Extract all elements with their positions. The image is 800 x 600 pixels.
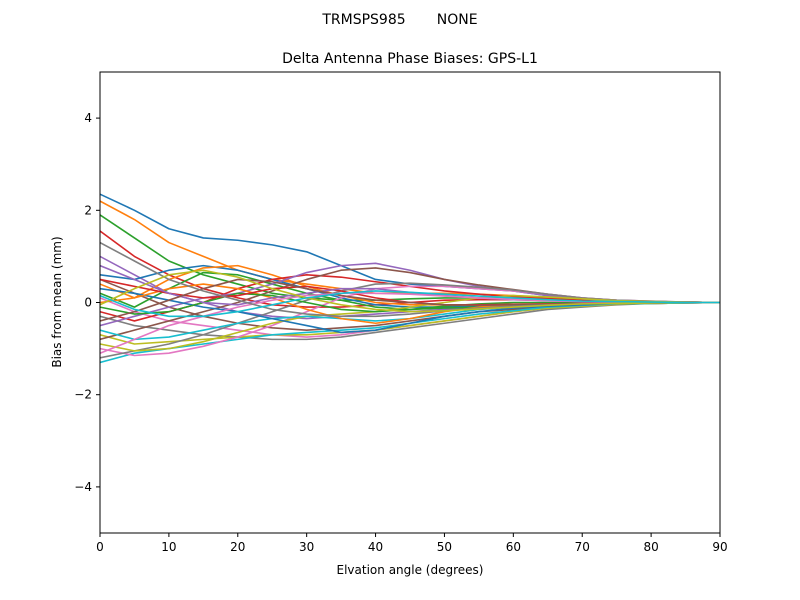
series-layer: [100, 193, 720, 364]
y-tick-label: −4: [74, 480, 92, 494]
x-tick-label: 50: [437, 540, 452, 554]
chart-suptitle: TRMSPS985 NONE: [321, 12, 477, 28]
y-tick-label: 0: [84, 296, 92, 310]
y-tick-label: −2: [74, 388, 92, 402]
x-tick-label: 80: [643, 540, 658, 554]
x-tick-label: 0: [96, 540, 104, 554]
series-line: [100, 290, 720, 318]
x-tick-label: 90: [712, 540, 727, 554]
x-axis: 0 10 20 30 40 50 60 70 80 90: [96, 533, 728, 554]
x-tick-label: 40: [368, 540, 383, 554]
series-line: [100, 269, 720, 313]
y-axis-label: Bias from mean (mm): [50, 236, 64, 367]
x-tick-label: 10: [161, 540, 176, 554]
y-axis: −4 −2 0 2 4: [74, 111, 100, 494]
y-tick-label: 4: [84, 111, 92, 125]
series-line: [100, 294, 720, 352]
y-tick-label: 2: [84, 203, 92, 217]
x-tick-label: 20: [230, 540, 245, 554]
x-axis-label: Elvation angle (degrees): [337, 563, 484, 577]
chart-title: Delta Antenna Phase Biases: GPS-L1: [282, 51, 538, 67]
series-line: [100, 214, 720, 304]
x-tick-label: 30: [299, 540, 314, 554]
x-tick-label: 60: [506, 540, 521, 554]
x-tick-label: 70: [575, 540, 590, 554]
